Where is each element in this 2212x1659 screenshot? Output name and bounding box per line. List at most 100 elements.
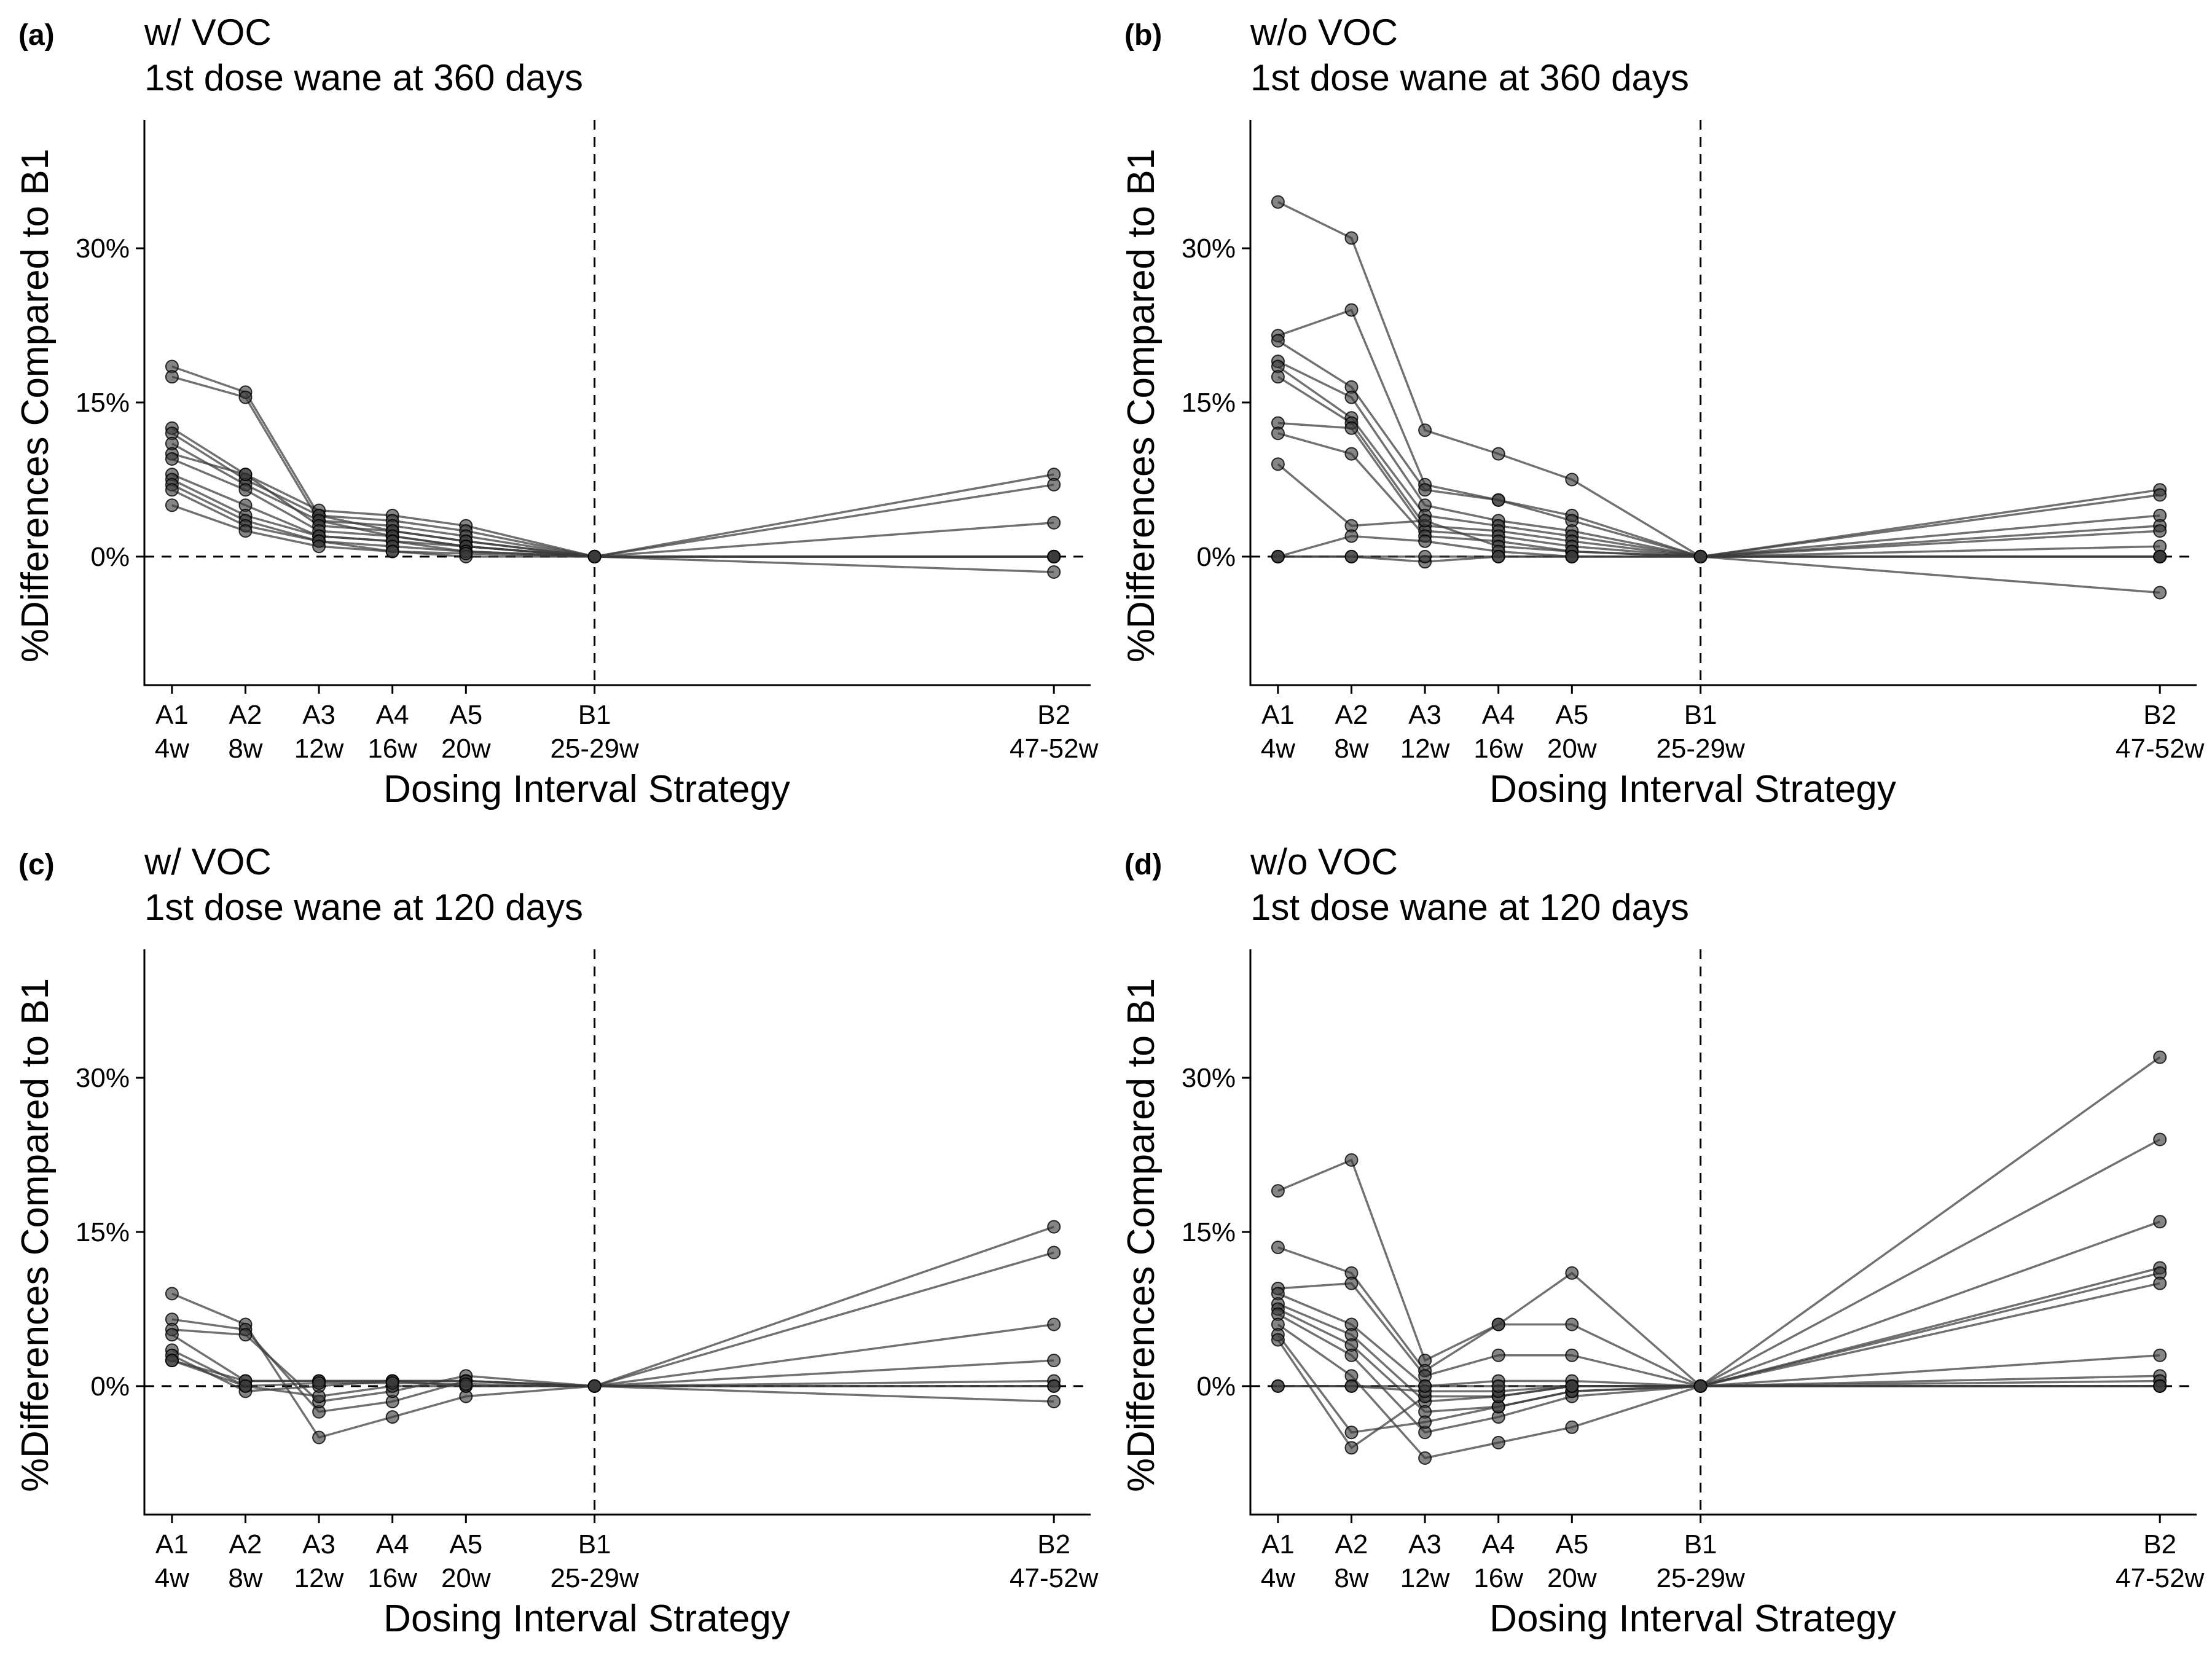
data-point-s12-a4	[385, 544, 399, 559]
y-axis-title: %Differences Compared to B1	[14, 149, 57, 662]
x-tick-label-interval: 16w	[1473, 734, 1523, 764]
data-point-s1-a1	[165, 1287, 179, 1301]
data-point-s12-a4	[1491, 1379, 1505, 1393]
x-tick-label-code: A1	[155, 700, 189, 730]
data-point-s7-a2	[1344, 421, 1359, 435]
data-point-s3-a4	[1491, 1348, 1505, 1362]
x-tick-label-code: A5	[1555, 1529, 1588, 1559]
chart-title-line2: 1st dose wane at 360 days	[1250, 57, 1689, 98]
data-point-s12-a2	[238, 524, 253, 538]
data-point-s9-b2	[1047, 565, 1061, 579]
x-tick-label-interval: 4w	[155, 1563, 189, 1593]
data-point-s3-a3	[1418, 483, 1432, 497]
chart-title-line2: 1st dose wane at 120 days	[1250, 887, 1689, 928]
data-point-s8-a5	[459, 1377, 473, 1391]
x-tick-label-interval: 12w	[1400, 1563, 1450, 1593]
data-point-s12-a5	[1565, 1379, 1579, 1393]
x-tick-label-interval: 47-52w	[2116, 734, 2205, 764]
data-point-s3-a1	[1271, 334, 1285, 348]
data-point-s4-b2	[1047, 1354, 1061, 1368]
x-tick-label-interval: 47-52w	[1010, 1563, 1099, 1593]
data-point-s9-b2	[2153, 586, 2167, 600]
x-tick-label-code: B1	[578, 700, 611, 730]
data-point-s2-b2	[1047, 1245, 1061, 1260]
x-tick-label-code: A4	[376, 1529, 409, 1559]
y-tick-label: 30%	[1182, 1063, 1236, 1093]
series-line-7	[1277, 422, 2160, 558]
y-tick-label: 15%	[76, 1217, 130, 1247]
x-axis-title: Dosing Interval Strategy	[1489, 1598, 1896, 1640]
data-point-s12-a2	[1344, 1379, 1359, 1393]
data-point-s9-a3	[1418, 514, 1432, 528]
data-point-s1-a3	[312, 1430, 326, 1445]
data-point-s12-b2	[2153, 1379, 2167, 1393]
series-line-6	[1277, 375, 2160, 558]
x-tick-label-interval: 25-29w	[550, 734, 639, 764]
series-line-2	[1277, 1138, 2161, 1387]
data-point-s7-a1	[165, 452, 179, 466]
data-point-s2-a1	[1271, 1241, 1285, 1255]
data-point-s12-b1	[1693, 1379, 1708, 1393]
data-point-s9-a3	[1418, 1415, 1432, 1429]
data-point-s10-a1	[1271, 1333, 1285, 1347]
axes-frame	[1249, 949, 2197, 1516]
x-tick-label-code: A2	[1335, 700, 1368, 730]
x-tick-label-interval: 16w	[367, 734, 417, 764]
data-point-s12-a3	[1418, 549, 1432, 563]
panel-tag: (d)	[1124, 849, 1162, 881]
x-tick-label-interval: 4w	[155, 734, 189, 764]
x-tick-label-code: A3	[302, 1529, 335, 1559]
data-point-s8-a1	[1271, 426, 1285, 441]
x-tick-label-code: A2	[1335, 1529, 1368, 1559]
data-point-s11-a1	[165, 483, 179, 497]
x-tick-label-code: B2	[2143, 700, 2176, 730]
x-tick-label-interval: 12w	[1400, 734, 1450, 764]
data-point-s3-a2	[1344, 1276, 1359, 1290]
x-tick-label-code: A4	[1482, 700, 1515, 730]
data-point-s3-a2	[238, 1328, 253, 1342]
chart-title-line1: w/o VOC	[1250, 12, 1398, 53]
chart-title-line2: 1st dose wane at 120 days	[144, 887, 583, 928]
data-point-s7-b2	[1047, 1395, 1061, 1408]
data-point-s1-a2	[1344, 1153, 1359, 1167]
x-tick-label-code: B1	[1684, 700, 1717, 730]
series-line-1	[1277, 1056, 2161, 1388]
x-tick-label-code: B1	[578, 1529, 611, 1559]
data-point-s6-b2	[2153, 1276, 2167, 1290]
data-point-s12-a2	[1344, 549, 1359, 563]
x-tick-label-interval: 25-29w	[1656, 734, 1745, 764]
x-axis-title: Dosing Interval Strategy	[383, 1598, 790, 1640]
data-point-s1-a1	[1271, 1184, 1285, 1198]
x-tick-label-code: B2	[1037, 700, 1070, 730]
x-tick-label-code: A5	[1555, 700, 1588, 730]
data-point-s12-a5	[459, 546, 473, 560]
panel-tag: (b)	[1124, 19, 1162, 52]
x-tick-label-interval: 20w	[1547, 734, 1597, 764]
x-tick-label-interval: 16w	[367, 1563, 417, 1593]
series-line-3	[1277, 1220, 2160, 1387]
series-line-5	[171, 442, 1054, 558]
data-point-s8-a4	[1491, 1435, 1505, 1449]
data-point-s8-a2	[238, 1379, 253, 1393]
data-point-s6-b2	[1047, 516, 1061, 530]
data-point-s12-b2	[1047, 549, 1061, 563]
y-tick-label: 30%	[76, 1063, 130, 1093]
data-point-s12-a1	[165, 498, 179, 512]
x-tick-label-interval: 8w	[1334, 1563, 1368, 1593]
data-point-s10-a3	[1418, 534, 1432, 548]
data-point-s2-b2	[2153, 488, 2167, 502]
y-axis-title: %Differences Compared to B1	[14, 978, 57, 1492]
data-point-s2-a2	[238, 390, 253, 404]
chart-title-line1: w/o VOC	[1250, 841, 1398, 882]
chart-title-line1: w/ VOC	[144, 12, 272, 53]
data-point-s6-a1	[1271, 370, 1285, 384]
x-axis-title: Dosing Interval Strategy	[383, 768, 790, 810]
data-point-s12-a1	[1271, 1379, 1285, 1393]
data-point-s7-b2	[2153, 1348, 2167, 1362]
chart-panel-3: (c) w/ VOC 1st dose wane at 120 days 0% 15% 3…	[14, 841, 1099, 1640]
data-point-s4-a1	[165, 1328, 179, 1342]
data-point-s3-b2	[2153, 1215, 2167, 1229]
data-point-s3-a4	[1491, 493, 1505, 507]
